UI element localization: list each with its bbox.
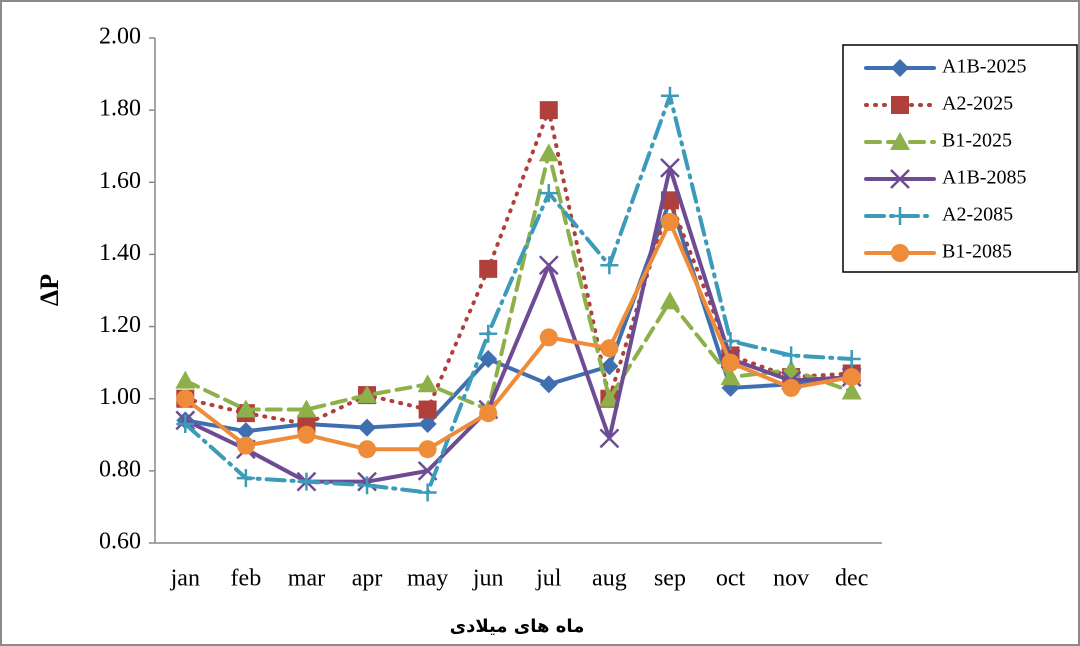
y-axis-label: ΔP xyxy=(35,274,64,306)
marker xyxy=(660,212,679,231)
marker xyxy=(418,414,437,433)
marker xyxy=(841,381,862,400)
marker xyxy=(235,399,256,418)
marker xyxy=(599,388,620,407)
legend-box xyxy=(842,44,1078,273)
x-tick-label: dec xyxy=(835,566,868,592)
marker xyxy=(891,96,909,114)
marker xyxy=(891,244,909,262)
x-tick-label: may xyxy=(407,566,448,592)
marker xyxy=(539,328,558,347)
y-tick-label: 1.60 xyxy=(99,168,141,194)
x-tick-label: jun xyxy=(472,566,504,592)
marker xyxy=(418,440,437,459)
x-axis-label: ماه های میلادی xyxy=(450,616,585,637)
y-tick-label: 0.60 xyxy=(99,529,141,555)
marker xyxy=(175,370,196,389)
series-line xyxy=(183,198,854,434)
marker xyxy=(781,359,802,378)
marker xyxy=(297,425,316,444)
y-tick-label: 1.80 xyxy=(99,96,141,122)
x-tick-label: aug xyxy=(592,566,627,592)
marker xyxy=(721,353,740,372)
marker xyxy=(479,324,498,343)
marker xyxy=(890,132,910,150)
marker xyxy=(236,422,255,441)
marker xyxy=(721,332,740,350)
marker xyxy=(842,368,861,387)
marker xyxy=(479,350,498,369)
legend-label: B1-2025 xyxy=(942,130,1012,152)
legend-label: A1B-2025 xyxy=(942,56,1026,78)
series-line xyxy=(183,219,854,452)
marker xyxy=(538,143,559,162)
marker xyxy=(539,375,558,394)
x-tick-label: mar xyxy=(288,566,325,592)
marker xyxy=(720,367,741,386)
marker xyxy=(600,256,619,275)
series-line xyxy=(183,151,854,412)
marker xyxy=(358,440,377,459)
marker xyxy=(600,339,619,358)
y-tick-label: 0.80 xyxy=(99,456,141,482)
marker xyxy=(891,59,909,77)
marker xyxy=(539,101,558,120)
marker xyxy=(782,346,801,365)
marker xyxy=(358,418,377,437)
y-tick-label: 1.40 xyxy=(99,240,141,266)
marker xyxy=(236,469,255,488)
marker xyxy=(296,399,317,418)
legend-label: A1B-2085 xyxy=(942,167,1026,189)
marker xyxy=(479,259,498,278)
x-tick-label: sep xyxy=(654,566,686,592)
series-line xyxy=(183,93,854,495)
marker xyxy=(538,255,559,276)
marker xyxy=(890,169,910,189)
y-tick-label: 1.00 xyxy=(99,384,141,410)
marker xyxy=(479,404,498,423)
marker xyxy=(236,436,255,455)
marker xyxy=(891,207,909,225)
y-tick-label: 2.00 xyxy=(99,24,141,50)
marker xyxy=(358,476,377,495)
marker xyxy=(600,357,619,376)
marker xyxy=(539,184,558,203)
marker xyxy=(659,291,680,310)
x-tick-label: oct xyxy=(716,566,746,592)
marker xyxy=(357,385,378,404)
marker xyxy=(842,350,861,369)
marker xyxy=(599,428,620,449)
marker xyxy=(660,86,679,105)
marker xyxy=(297,472,316,491)
x-tick-label: jan xyxy=(170,566,200,592)
marker xyxy=(782,378,801,397)
legend-label: B1-2085 xyxy=(942,241,1012,263)
marker xyxy=(418,483,437,502)
x-tick-label: nov xyxy=(773,566,809,592)
x-tick-label: jul xyxy=(535,566,562,592)
series-line xyxy=(183,165,854,484)
marker xyxy=(660,157,680,178)
marker xyxy=(176,414,195,433)
marker xyxy=(176,389,195,408)
x-tick-label: feb xyxy=(231,566,262,592)
x-tick-label: apr xyxy=(352,566,383,592)
marker xyxy=(418,400,437,419)
legend-label: A2-2085 xyxy=(942,204,1013,226)
y-tick-label: 1.20 xyxy=(99,312,141,338)
legend-label: A2-2025 xyxy=(942,93,1013,115)
marker xyxy=(417,374,438,393)
